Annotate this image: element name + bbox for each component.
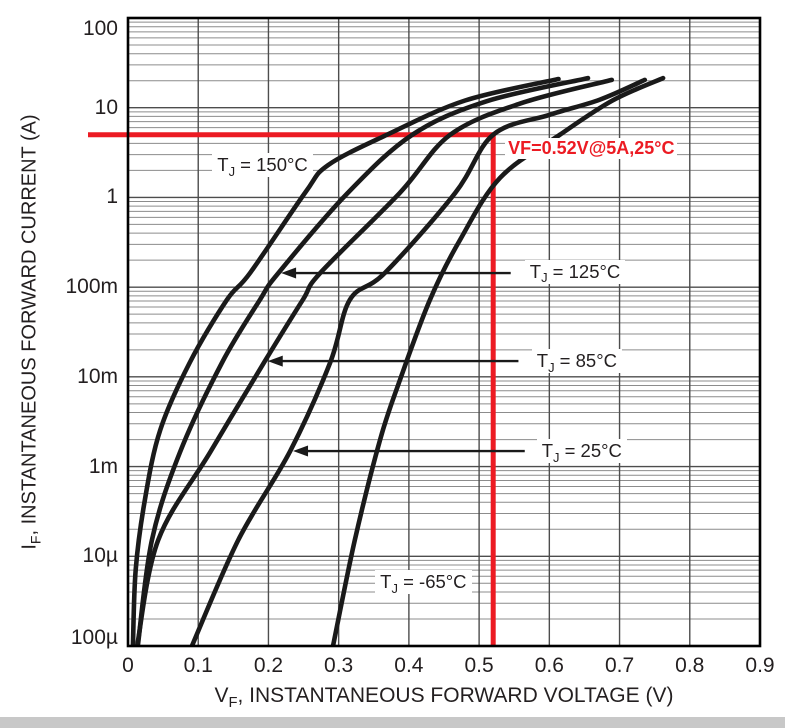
grid bbox=[127, 17, 761, 647]
arrow-tj-25-c bbox=[293, 445, 525, 457]
x-tick-label: 0.9 bbox=[745, 654, 775, 677]
arrow-head bbox=[281, 267, 297, 279]
curve-tj-65-c bbox=[330, 75, 666, 647]
y-tick-label: 10 bbox=[94, 95, 118, 119]
x-tick-label: 0.1 bbox=[183, 654, 213, 677]
bottom-gray-strip bbox=[0, 717, 785, 728]
y-tick-label: 1 bbox=[106, 185, 118, 209]
x-tick-label: 0.3 bbox=[324, 654, 354, 677]
y-tick-label: 1m bbox=[88, 454, 118, 478]
curve-tj-25-c bbox=[189, 77, 648, 647]
curve-tj-125-c bbox=[135, 75, 591, 647]
arrow-tj-125-c bbox=[281, 267, 511, 279]
y-tick-label: 10µ bbox=[82, 544, 118, 568]
curve-label-tj-25-c: TJ = 25°C bbox=[536, 439, 627, 465]
x-tick-label: 0.8 bbox=[675, 654, 705, 677]
y-tick-label: 100m bbox=[65, 275, 118, 299]
arrow-head bbox=[267, 355, 283, 367]
arrow-tj-85-c bbox=[267, 355, 519, 367]
y-tick-label: 100µ bbox=[70, 626, 118, 649]
curve-label-tj-85-c: TJ = 85°C bbox=[531, 349, 622, 375]
x-tick-label: 0.7 bbox=[604, 654, 635, 677]
curves bbox=[130, 75, 666, 647]
plot-border bbox=[126, 16, 762, 648]
curve-tj-85-c bbox=[134, 77, 615, 647]
x-tick-label: 0.2 bbox=[253, 654, 284, 677]
y-tick-label: 100 bbox=[82, 17, 118, 40]
curve-label-tj-125-c: TJ = 125°C bbox=[524, 259, 626, 285]
x-tick-label: 0.6 bbox=[534, 654, 564, 677]
x-tick-label: 0.5 bbox=[464, 654, 494, 677]
y-tick-label: 10m bbox=[77, 364, 118, 388]
vf-marker-annotation: VF=0.52V@5A,25°C bbox=[505, 137, 678, 159]
curve-label-tj-150-c: TJ = 150°C bbox=[212, 153, 313, 179]
curve-tj-150-c bbox=[130, 76, 561, 647]
curve-label-tj-65-c: TJ = -65°C bbox=[375, 570, 472, 596]
x-tick-label: 0.4 bbox=[394, 654, 424, 677]
arrow-head bbox=[293, 445, 309, 457]
x-axis-title: VF, INSTANTANEOUS FORWARD VOLTAGE (V) bbox=[214, 684, 674, 712]
x-tick-label: 0 bbox=[122, 654, 134, 677]
